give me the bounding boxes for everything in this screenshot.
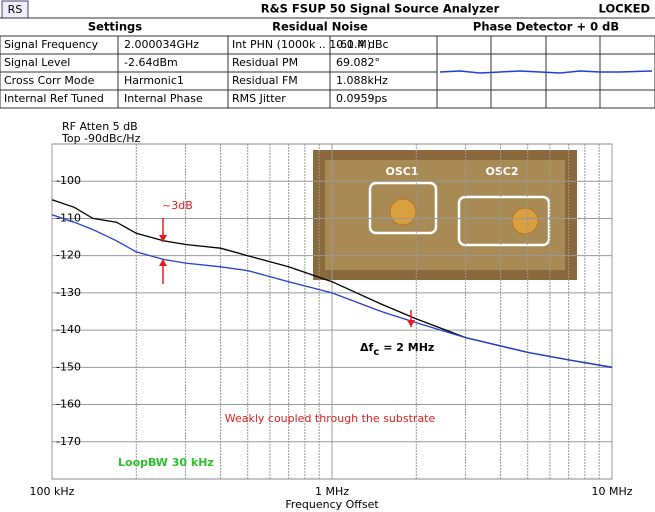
- table-cell: -2.64dBm: [124, 56, 178, 69]
- y-tick-label: -120: [56, 249, 81, 262]
- table-cell: Signal Frequency: [4, 38, 99, 51]
- table-cell: RMS Jitter: [232, 92, 286, 105]
- y-tick-label: -140: [56, 323, 81, 336]
- ref-level: Top -90dBc/Hz: [61, 132, 141, 145]
- table-cell: 2.000034GHz: [124, 38, 199, 51]
- section-title: Settings: [88, 20, 142, 34]
- caption: Weakly coupled through the substrate: [225, 412, 436, 425]
- screen: RS R&S FSUP 50 Signal Source Analyzer LO…: [0, 0, 655, 512]
- x-tick-label: 1 MHz: [315, 485, 349, 498]
- table-cell: Harmonic1: [124, 74, 184, 87]
- table-cell: Residual FM: [232, 74, 298, 87]
- x-axis-label: Frequency Offset: [285, 498, 379, 511]
- table-cell: Cross Corr Mode: [4, 74, 95, 87]
- section-title: Residual Noise: [272, 20, 368, 34]
- inductor: [512, 208, 538, 234]
- y-tick-label: -130: [56, 286, 81, 299]
- annotation-part: c: [373, 347, 379, 358]
- table-cell: -61.4 dBc: [336, 38, 389, 51]
- loop-bw: LoopBW 30 kHz: [118, 456, 214, 469]
- annotation: ~3dB: [162, 199, 193, 212]
- table-cell: Signal Level: [4, 56, 70, 69]
- table-cell: Internal Ref Tuned: [4, 92, 104, 105]
- app-title: R&S FSUP 50 Signal Source Analyzer: [261, 2, 500, 16]
- logo: RS: [8, 3, 23, 16]
- x-tick-label: 10 MHz: [591, 485, 632, 498]
- annotation-part: = 2 MHz: [383, 341, 434, 354]
- annotation-part: Δf: [360, 341, 374, 354]
- inset-label: OSC1: [386, 165, 419, 178]
- y-tick-label: -170: [56, 435, 81, 448]
- section-title: Phase Detector + 0 dB: [473, 20, 619, 34]
- table-cell: 69.082°: [336, 56, 380, 69]
- x-tick-label: 100 kHz: [30, 485, 75, 498]
- inset-label: OSC2: [486, 165, 519, 178]
- table-cell: Internal Phase: [124, 92, 203, 105]
- table-cell: 1.088kHz: [336, 74, 388, 87]
- y-tick-label: -150: [56, 360, 81, 373]
- table-cell: 0.0959ps: [336, 92, 387, 105]
- inductor: [390, 199, 416, 225]
- table-cell: Residual PM: [232, 56, 298, 69]
- y-tick-label: -100: [56, 174, 81, 187]
- y-tick-label: -160: [56, 398, 81, 411]
- status: LOCKED: [599, 2, 650, 16]
